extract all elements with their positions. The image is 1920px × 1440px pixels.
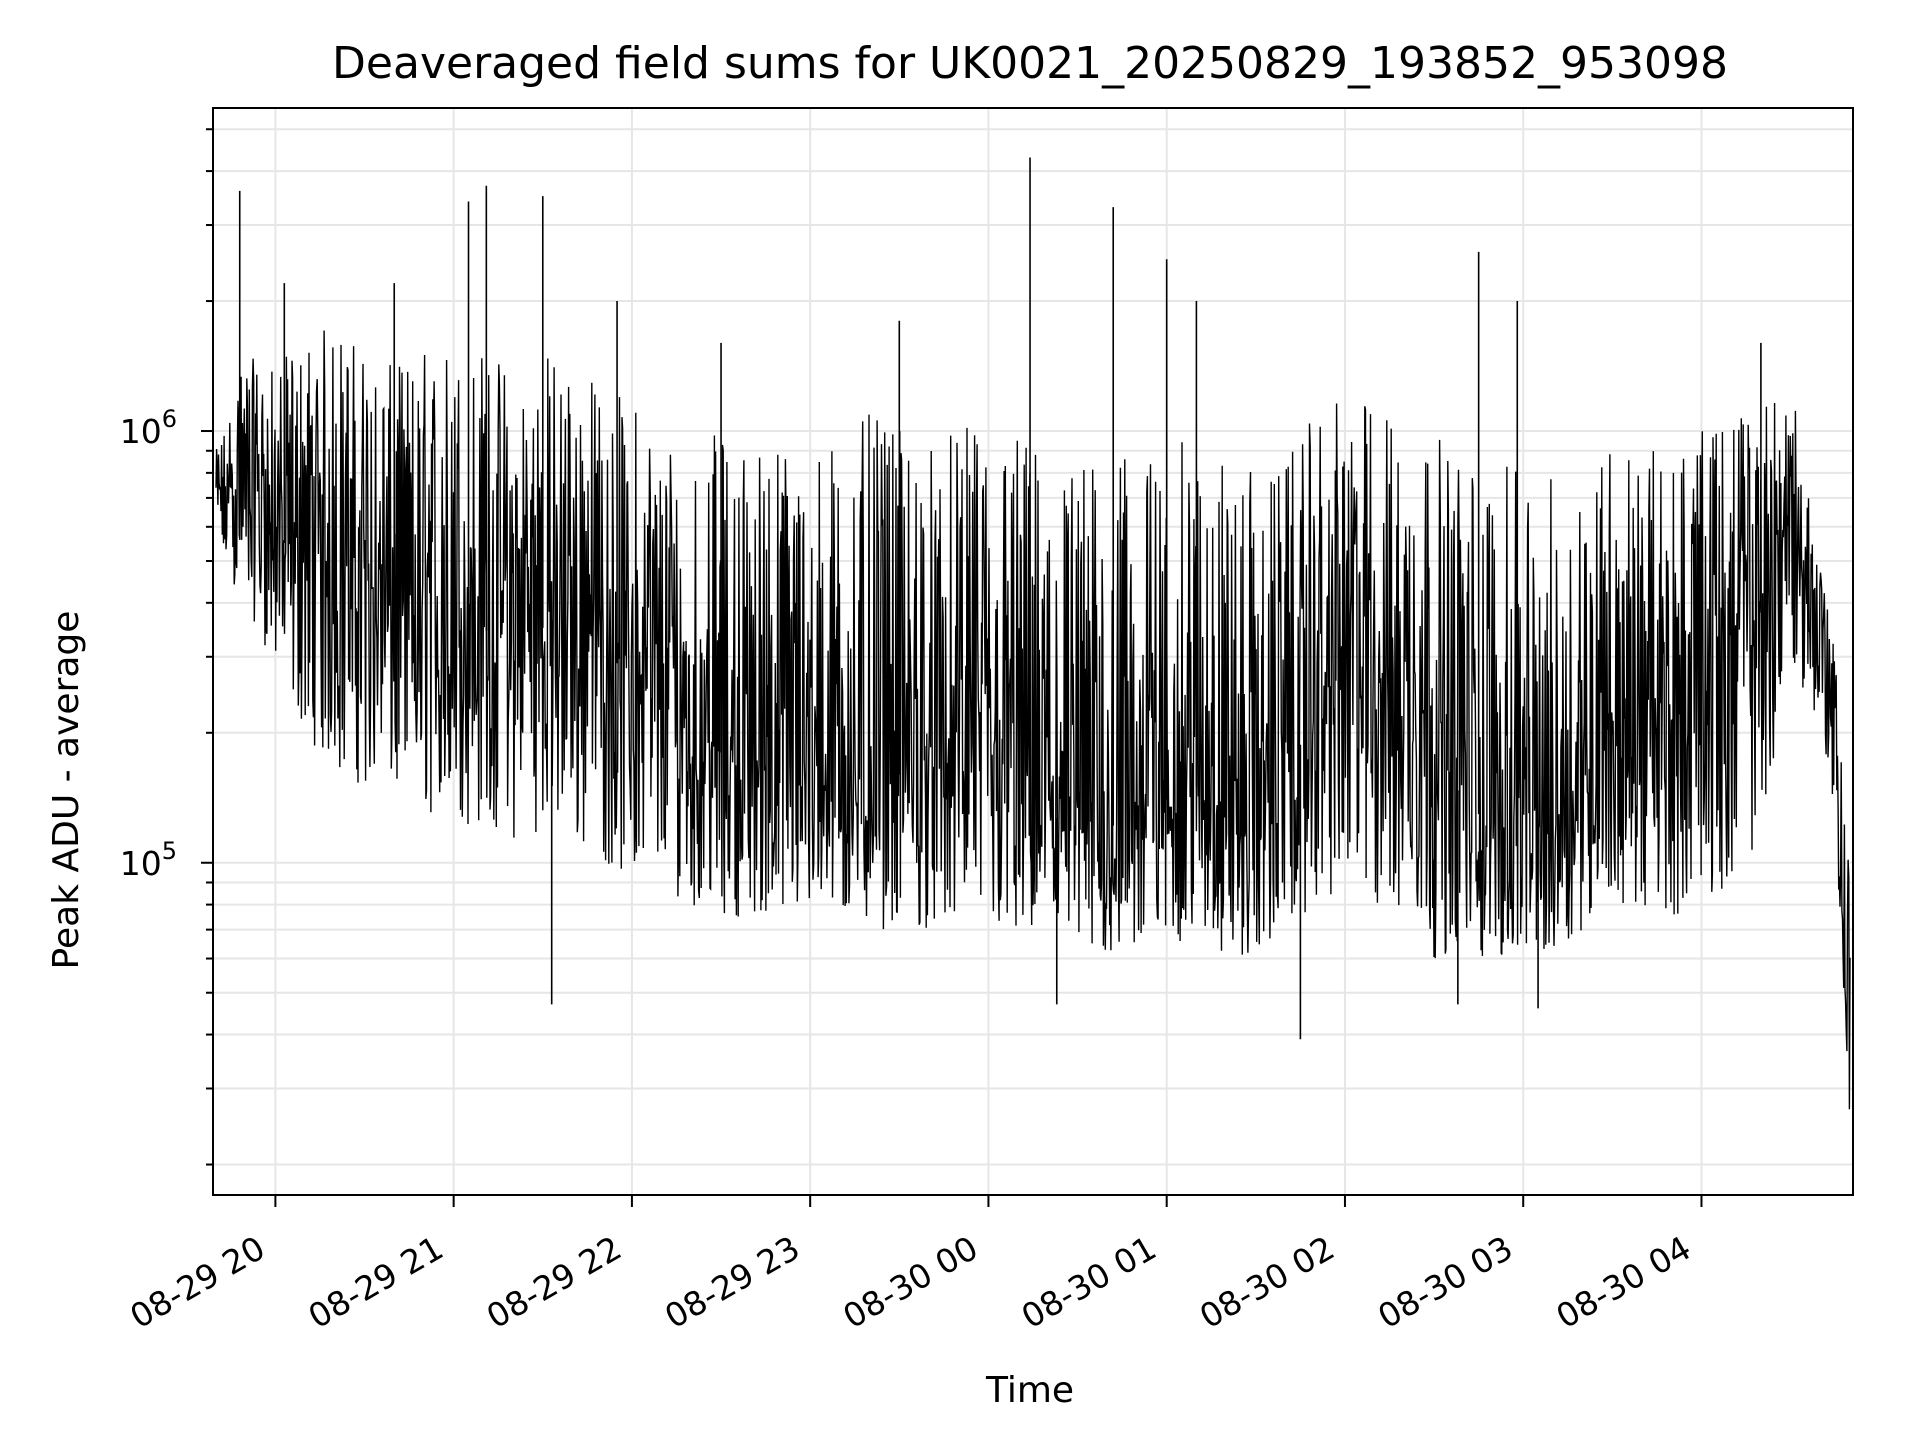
plot-frame xyxy=(212,107,1854,1196)
series-line xyxy=(215,330,1851,1110)
x-axis-label: Time xyxy=(985,1370,1074,1411)
chart-title: Deaveraged field sums for UK0021_2025082… xyxy=(332,38,1728,89)
y-axis-label: Peak ADU - average xyxy=(46,611,87,970)
series-group xyxy=(215,157,1851,1110)
